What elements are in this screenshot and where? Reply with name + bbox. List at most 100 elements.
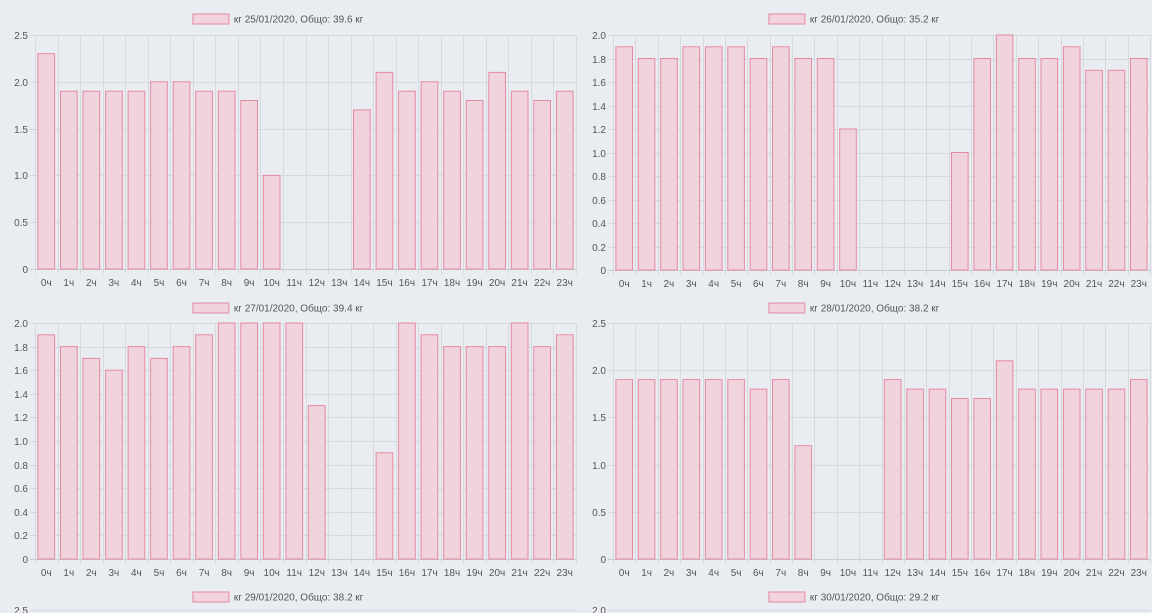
bar: [195, 334, 213, 560]
legend-swatch: [192, 13, 230, 25]
x-tick-label: 4ч: [708, 279, 719, 290]
x-tick-label: 23ч: [1131, 279, 1147, 290]
y-tick-label: 2.0: [592, 366, 606, 377]
x-tick-label: 2ч: [86, 278, 97, 289]
y-tick-label: 2.0: [592, 31, 606, 42]
bar: [262, 174, 281, 270]
y-tick-label: 0: [600, 266, 606, 277]
x-tick-label: 22ч: [1108, 279, 1124, 290]
x-tick-label: 0ч: [41, 568, 52, 579]
bar: [217, 90, 236, 270]
legend: кг 26/01/2020, Общо: 35.2 кг: [768, 13, 940, 26]
bar: [951, 398, 969, 560]
bar: [637, 58, 656, 271]
bar: [1130, 379, 1148, 560]
x-tick-label: 6ч: [176, 568, 187, 579]
chart-svg: кг 30/01/2020, Общо: 29.2 кг 2.0: [592, 591, 1150, 613]
bar: [1130, 58, 1148, 271]
bar: [615, 379, 634, 560]
x-tick-label: 6ч: [753, 568, 764, 579]
x-tick-label: 10ч: [840, 279, 856, 290]
bar: [772, 379, 790, 560]
bar: [1107, 69, 1126, 271]
y-tick-label: 2.5: [14, 31, 28, 42]
legend-swatch: [768, 302, 806, 314]
bar: [488, 71, 506, 270]
y-tick-label: 1.0: [592, 149, 606, 160]
x-tick-label: 5ч: [154, 278, 165, 289]
x-tick-label: 9ч: [820, 568, 831, 579]
bar: [816, 58, 835, 271]
x-tick-label: 15ч: [376, 568, 392, 579]
y-tick-label: 2.0: [14, 78, 28, 89]
x-tick-label: 10ч: [840, 568, 856, 579]
x-tick-label: 6ч: [176, 278, 187, 289]
bar: [353, 109, 371, 270]
bar: [951, 152, 969, 271]
x-tick-label: 15ч: [376, 278, 392, 289]
x-tick-label: 11ч: [286, 278, 302, 289]
chart-panel-26-01: кг 26/01/2020, Общо: 35.2 кг 0 0.2 0.4 0.6 0.…: [578, 0, 1152, 300]
bar: [240, 100, 259, 270]
x-tick-label: 1ч: [63, 278, 74, 289]
bar: [60, 90, 78, 270]
bar: [510, 90, 529, 270]
x-tick-label: 1ч: [641, 568, 652, 579]
bar: [127, 346, 146, 560]
x-tick-label: 2ч: [664, 568, 675, 579]
x-tick-label: 20ч: [1064, 279, 1080, 290]
bar: [398, 322, 416, 560]
x-tick-label: 3ч: [686, 568, 697, 579]
legend-swatch: [192, 591, 230, 603]
x-tick-label: 23ч: [557, 568, 573, 579]
y-tick-label: 1.5: [14, 125, 28, 136]
chart-panel-30-01: кг 30/01/2020, Общо: 29.2 кг 2.0: [578, 587, 1152, 613]
x-tick-label: 6ч: [753, 279, 764, 290]
bar: [772, 46, 790, 271]
x-tick-label: 17ч: [996, 568, 1012, 579]
x-tick-label: 13ч: [331, 278, 347, 289]
x-tick-label: 9ч: [244, 568, 255, 579]
x-tick-label: 19ч: [466, 278, 482, 289]
y-tick-label: 0.8: [14, 461, 28, 472]
bar: [60, 346, 78, 560]
x-tick-label: 12ч: [309, 278, 325, 289]
y-tick-label: 1.2: [592, 125, 606, 136]
x-tick-label: 16ч: [399, 568, 415, 579]
bar: [794, 58, 812, 271]
bar: [727, 46, 745, 271]
x-tick-label: 23ч: [557, 278, 573, 289]
chart-panel-29-01: кг 29/01/2020, Общо: 38.2 кг 2.5: [0, 587, 578, 613]
chart-svg: кг 29/01/2020, Общо: 38.2 кг 2.5: [14, 591, 576, 613]
bar: [973, 58, 991, 271]
legend: кг 30/01/2020, Общо: 29.2 кг: [768, 591, 940, 604]
chart-svg: кг 26/01/2020, Общо: 35.2 кг 0 0.2 0.4 0.6 0.…: [592, 13, 1151, 290]
bar: [533, 100, 551, 270]
x-tick-label: 22ч: [534, 568, 550, 579]
bar: [637, 379, 656, 560]
x-tick-label: 18ч: [444, 278, 460, 289]
bar: [906, 388, 924, 560]
x-tick-label: 20ч: [489, 568, 505, 579]
x-tick-label: 19ч: [1041, 568, 1057, 579]
legend: кг 27/01/2020, Общо: 39.4 кг: [192, 302, 364, 315]
y-tick-label: 0: [22, 555, 28, 566]
bar: [465, 100, 484, 270]
bar: [82, 357, 101, 560]
x-tick-label: 1ч: [63, 568, 74, 579]
x-tick-label: 0ч: [41, 278, 52, 289]
bar: [105, 90, 123, 270]
bar: [127, 90, 146, 270]
x-tick-label: 17ч: [421, 568, 437, 579]
bar: [1062, 46, 1081, 271]
legend-label: кг 30/01/2020, Общо: 29.2 кг: [810, 592, 940, 604]
y-tick-label: 0: [22, 265, 28, 276]
x-tick-label: 5ч: [731, 279, 742, 290]
bar: [420, 334, 439, 560]
x-tick-label: 20ч: [489, 278, 505, 289]
bar: [995, 360, 1014, 560]
x-tick-label: 22ч: [534, 278, 550, 289]
y-tick-label: 1.8: [14, 343, 28, 354]
bar: [82, 90, 101, 270]
y-tick-label: 2.5: [14, 606, 28, 613]
